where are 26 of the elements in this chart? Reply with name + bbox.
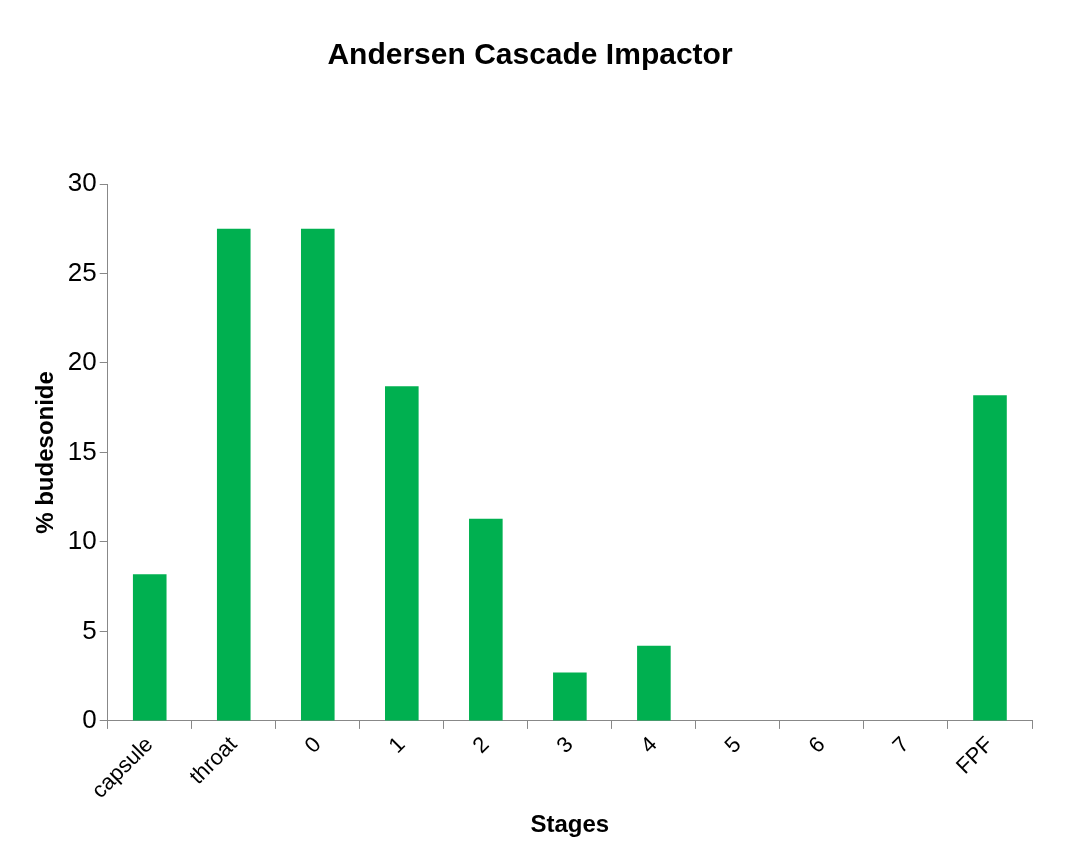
bar (637, 645, 671, 721)
y-tick-label: 15 (67, 435, 97, 466)
y-tick-label: 10 (67, 525, 97, 556)
x-axis-title: Stages (530, 810, 610, 838)
y-tick-label: 5 (82, 614, 97, 645)
x-tick-label: 3 (551, 731, 578, 758)
x-tick-label: 4 (635, 731, 662, 758)
bar (385, 386, 419, 721)
bar (973, 395, 1007, 721)
x-tick-label: 6 (803, 731, 830, 758)
y-tick-label: 0 (82, 704, 97, 735)
chart-title: Andersen Cascade Impactor (327, 37, 733, 71)
bar (469, 518, 503, 721)
bar (216, 228, 251, 721)
x-tick-label: 7 (887, 731, 914, 758)
x-tick-label: 1 (383, 731, 410, 758)
x-tick-label: 0 (299, 731, 326, 758)
bar (300, 228, 335, 721)
bar (553, 672, 587, 721)
y-tick-label: 20 (67, 346, 97, 377)
y-axis-title: % budesonide (31, 371, 59, 534)
bar (132, 574, 167, 721)
y-tick-label: 25 (67, 256, 97, 287)
y-tick-label: 30 (67, 167, 97, 198)
x-tick-label: 2 (467, 731, 494, 758)
x-tick-label: 5 (719, 731, 746, 758)
